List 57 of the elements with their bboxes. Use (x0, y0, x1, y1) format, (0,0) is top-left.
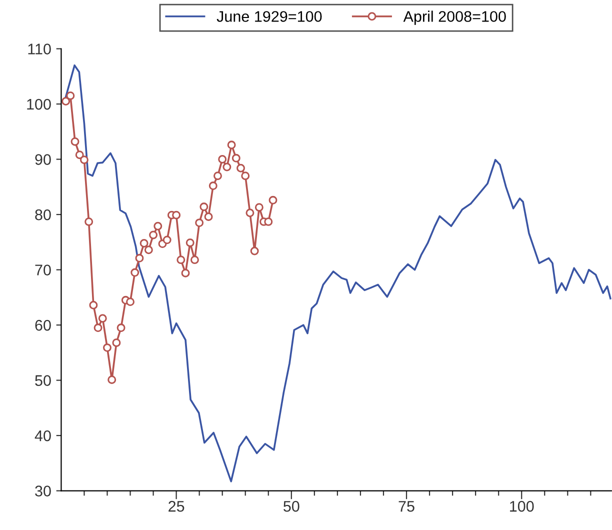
y-tick-label: 40 (34, 430, 51, 442)
point (75, 150, 84, 160)
point (236, 164, 245, 172)
point (200, 202, 208, 212)
y-tick-label: 90 (35, 154, 51, 165)
point (254, 203, 264, 212)
point (227, 140, 236, 150)
point (268, 196, 278, 204)
point (70, 137, 80, 146)
point (84, 217, 94, 226)
x-tick-label: 50 (284, 500, 300, 512)
point (232, 154, 240, 162)
point (218, 155, 227, 164)
point (214, 172, 222, 180)
point (190, 256, 199, 264)
point (186, 238, 194, 247)
point (89, 300, 98, 310)
point (162, 236, 172, 244)
point (80, 156, 88, 164)
point (144, 246, 153, 254)
point (176, 256, 186, 264)
point (103, 343, 112, 352)
point (241, 172, 250, 180)
point (195, 218, 204, 228)
point (108, 375, 116, 384)
point (135, 254, 144, 262)
y-tick-label: 100 (27, 98, 51, 110)
y-tick-label: 30 (35, 486, 51, 496)
point (172, 210, 181, 220)
point (62, 97, 70, 106)
point (181, 268, 190, 278)
point (112, 338, 121, 347)
point (116, 324, 126, 332)
legend-label: June 1929=100 (216, 11, 322, 22)
y-tick-label: 60 (35, 320, 51, 331)
point (66, 91, 75, 100)
point (130, 268, 140, 277)
point (250, 246, 259, 256)
y-tick-label: 50 (35, 375, 51, 386)
point (149, 230, 158, 240)
legend-label: April 2008=100 (403, 10, 506, 25)
point (126, 298, 134, 306)
point (222, 162, 232, 172)
point (246, 208, 254, 218)
point (154, 222, 162, 230)
y-tick-label: 80 (35, 209, 51, 220)
point (264, 217, 273, 226)
x-tick-label: 75 (398, 501, 414, 512)
point (204, 212, 213, 221)
y-tick-label: 70 (35, 264, 51, 276)
point (208, 182, 218, 190)
point (94, 324, 102, 332)
x-tick-label: 100 (510, 500, 534, 512)
y-tick-label: 110 (28, 44, 51, 54)
x-tick-label: 25 (168, 500, 184, 512)
point (140, 239, 148, 248)
point (98, 314, 107, 323)
